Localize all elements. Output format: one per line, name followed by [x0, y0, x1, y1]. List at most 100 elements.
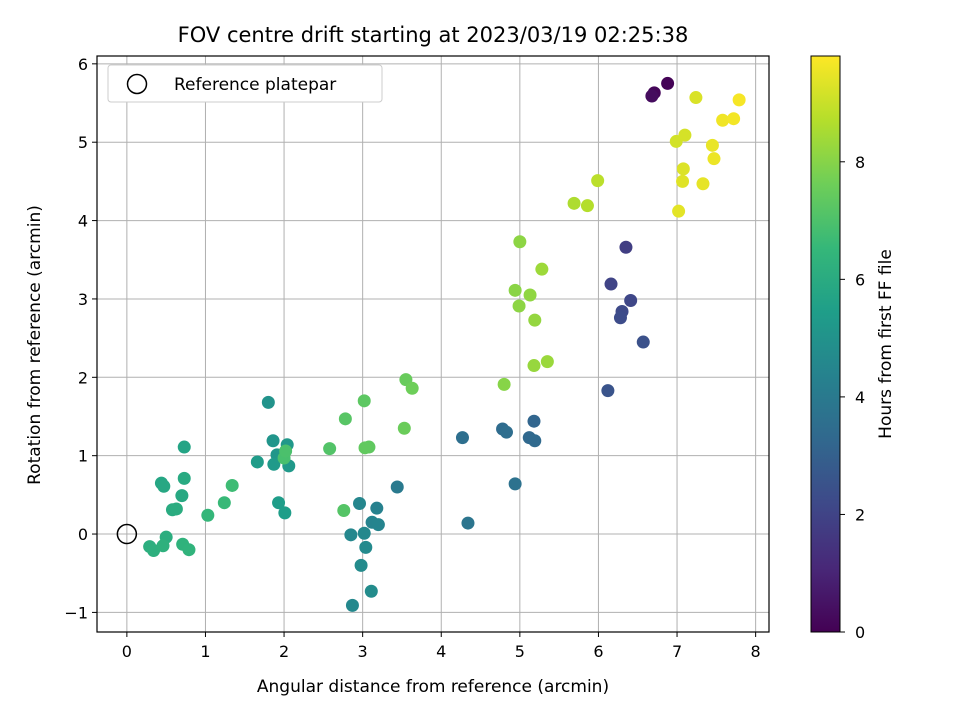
data-point — [732, 93, 746, 107]
data-point — [461, 516, 475, 530]
data-point — [527, 414, 541, 428]
data-point — [323, 442, 337, 456]
data-point — [156, 539, 170, 553]
colorbar-tick-label: 4 — [855, 388, 865, 407]
x-tick-label: 7 — [672, 642, 682, 661]
data-point — [359, 540, 373, 554]
data-point — [512, 299, 526, 313]
data-point — [353, 496, 367, 510]
plot-frame — [96, 55, 770, 633]
data-point — [689, 91, 703, 105]
data-point — [344, 528, 358, 542]
data-point — [624, 294, 638, 308]
grid-lines — [97, 56, 769, 632]
data-point — [278, 506, 292, 520]
data-point — [513, 235, 527, 249]
x-tick-label: 1 — [200, 642, 210, 661]
data-point — [201, 508, 215, 522]
data-point — [591, 174, 605, 188]
y-axis-ticks: −1 0 1 2 3 4 5 6 — [64, 55, 97, 622]
data-point — [364, 584, 378, 598]
data-point — [390, 480, 404, 494]
data-point — [678, 128, 692, 142]
y-tick-label: 0 — [78, 525, 88, 544]
data-point — [371, 518, 385, 532]
x-tick-label: 5 — [515, 642, 525, 661]
chart-title: FOV centre drift starting at 2023/03/19 … — [178, 23, 689, 47]
data-point — [397, 421, 411, 435]
x-tick-label: 3 — [358, 642, 368, 661]
y-tick-label: 3 — [78, 290, 88, 309]
colorbar-ticks: 0 2 4 6 8 — [840, 153, 865, 642]
data-point — [266, 434, 280, 448]
data-points — [143, 76, 746, 612]
data-point — [455, 431, 469, 445]
data-point — [177, 471, 191, 485]
x-tick-label: 2 — [279, 642, 289, 661]
y-tick-label: 4 — [78, 212, 88, 231]
x-tick-label: 4 — [436, 642, 446, 661]
legend-label: Reference platepar — [174, 75, 336, 95]
y-axis-label: Rotation from reference (arcmin) — [25, 205, 45, 485]
data-point — [672, 204, 686, 218]
data-point — [528, 313, 542, 327]
data-point — [499, 425, 513, 439]
y-tick-label: 1 — [78, 447, 88, 466]
data-point — [337, 504, 351, 518]
colorbar-tick-label: 8 — [855, 153, 865, 172]
reference-marker — [116, 523, 138, 545]
data-point — [676, 162, 690, 176]
data-point — [604, 277, 618, 291]
data-point — [157, 479, 171, 493]
data-point — [707, 152, 721, 166]
data-point — [279, 444, 293, 458]
data-point — [613, 311, 627, 325]
data-point — [225, 478, 239, 492]
data-point — [523, 288, 537, 302]
legend-marker-icon — [126, 73, 148, 95]
data-point — [345, 598, 359, 612]
data-point — [528, 434, 542, 448]
data-point — [716, 113, 730, 127]
data-point — [727, 112, 741, 126]
y-tick-label: 6 — [78, 55, 88, 74]
data-point — [357, 526, 371, 540]
colorbar-tick-label: 2 — [855, 505, 865, 524]
data-point — [338, 412, 352, 426]
y-tick-label: −1 — [64, 603, 88, 622]
data-point — [527, 359, 541, 373]
data-point — [272, 496, 286, 510]
colorbar-tick-label: 6 — [855, 270, 865, 289]
data-point — [354, 558, 368, 572]
legend-box — [107, 64, 383, 103]
data-point — [177, 440, 191, 454]
data-point — [676, 174, 690, 188]
y-tick-label: 5 — [78, 133, 88, 152]
data-point — [696, 177, 710, 191]
colorbar-tick-label: 0 — [855, 623, 865, 642]
data-point — [508, 477, 522, 491]
data-point — [357, 394, 371, 408]
x-axis-label: Angular distance from reference (arcmin) — [257, 677, 609, 697]
data-point — [370, 501, 384, 515]
data-point — [580, 199, 594, 213]
data-point — [645, 89, 659, 103]
data-point — [497, 377, 511, 391]
data-point — [619, 240, 633, 254]
data-point — [250, 455, 264, 469]
y-tick-label: 2 — [78, 368, 88, 387]
data-point — [636, 335, 650, 349]
data-point — [217, 496, 231, 510]
x-tick-label: 0 — [122, 642, 132, 661]
data-point — [540, 355, 554, 369]
data-point — [705, 138, 719, 152]
data-point — [661, 76, 675, 90]
x-tick-label: 8 — [751, 642, 761, 661]
data-point — [267, 457, 281, 471]
legend: Reference platepar — [107, 64, 383, 103]
data-point — [508, 283, 522, 297]
data-point — [535, 262, 549, 276]
data-point — [175, 489, 189, 503]
colorbar-label: Hours from first FF file — [876, 249, 896, 439]
